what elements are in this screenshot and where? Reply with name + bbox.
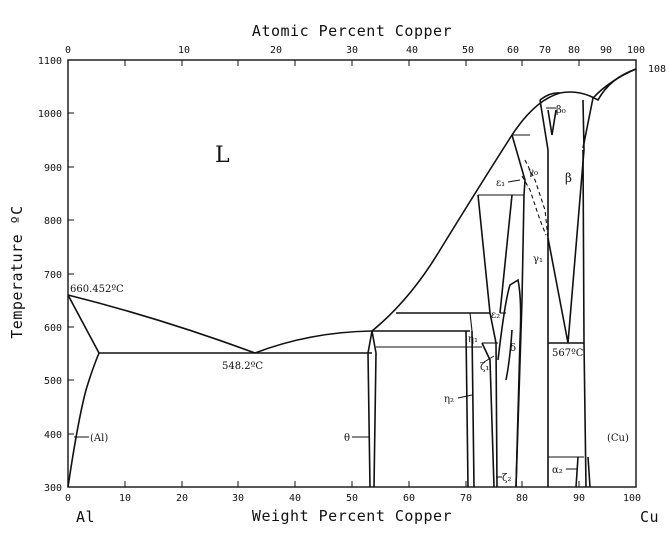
eta2-label: η₂	[444, 394, 454, 405]
alpha2-left	[575, 456, 579, 488]
gamma1-label: γ₁	[533, 254, 543, 265]
bottom-tick-label: 10	[119, 493, 131, 504]
top-tick-label: 80	[568, 45, 580, 56]
delta-inner	[505, 329, 513, 381]
bottom-tick-label: 30	[232, 493, 244, 504]
left-tick-labels: 300 400 500 600 700 800 900 1000 1100	[38, 56, 62, 494]
bottom-tick-label: 40	[289, 493, 301, 504]
bottom-tick-labels: 0 10 20 30 40 50 60 70 80 90 100	[65, 493, 641, 504]
top-axis-ticks	[67, 60, 637, 66]
gamma0-label: γ₀	[528, 167, 538, 178]
left-tick-label: 1000	[38, 109, 62, 120]
liquidus-al-side	[67, 294, 256, 354]
beta-top	[539, 92, 561, 101]
theta-left	[367, 352, 371, 488]
epsilon2-label: ε₂	[491, 310, 500, 321]
top-tick-label: 50	[462, 45, 474, 56]
left-tick-label: 1100	[38, 56, 62, 67]
bottom-tick-label: 0	[65, 493, 71, 504]
top-tick-label: 40	[406, 45, 418, 56]
left-tick-label: 900	[44, 163, 62, 174]
alpha2-right	[587, 456, 591, 488]
bottom-tick-label: 20	[176, 493, 188, 504]
gamma-dashed-2	[521, 175, 547, 236]
liquidus-theta-side	[254, 330, 373, 354]
bottom-tick-label: 90	[573, 493, 585, 504]
liquidus-main	[371, 92, 561, 332]
right-element-label: Cu	[640, 508, 659, 526]
left-axis-title: Temperature ºC	[8, 205, 26, 338]
top-tick-label: 30	[346, 45, 358, 56]
top-tick-label: 100	[627, 45, 645, 56]
phase-labels: L 660.452ºC 548.2ºC (Al) (Cu) θ η₂ η₁ ζ₁…	[70, 105, 629, 484]
right-edge-value: 108	[648, 64, 666, 75]
cu-solvus	[582, 149, 587, 488]
top-tick-label: 10	[178, 45, 190, 56]
alpha2-label: α₂	[552, 465, 563, 476]
al-melting-label: 660.452ºC	[70, 284, 124, 295]
bottom-axis-title: Weight Percent Copper	[252, 507, 452, 525]
gamma-dashed-1	[524, 159, 549, 239]
epsilon-left	[477, 194, 491, 314]
bottom-tick-label: 80	[516, 493, 528, 504]
epsilon1-label: ε₁	[496, 178, 505, 189]
phase-boundaries	[67, 68, 637, 488]
gamma0-left	[511, 134, 526, 196]
left-axis-ticks	[68, 59, 74, 488]
left-tick-label: 800	[44, 216, 62, 227]
eta-top	[469, 312, 473, 332]
bottom-tick-label: 60	[403, 493, 415, 504]
bottom-tick-label: 70	[460, 493, 472, 504]
al-solvus	[67, 352, 100, 488]
top-tick-label: 70	[539, 45, 551, 56]
bottom-axis-ticks	[67, 481, 637, 487]
theta-label: θ	[344, 433, 350, 444]
epsilon-right	[499, 194, 513, 314]
left-tick-label: 400	[44, 430, 62, 441]
al-phase-label: (Al)	[90, 433, 108, 444]
gamma-left	[515, 194, 525, 488]
label-arrows	[74, 107, 578, 478]
theta-top	[367, 330, 377, 354]
eta1-label: η₁	[468, 334, 478, 345]
zeta-left	[481, 342, 495, 488]
theta-right	[373, 352, 377, 488]
top-tick-label: 60	[507, 45, 519, 56]
zeta2-label: ζ₂	[502, 473, 511, 484]
top-tick-label: 20	[270, 45, 282, 56]
beta0-label: β₀	[556, 105, 566, 116]
top-tick-label: 0	[65, 45, 71, 56]
top-tick-labels: 0 10 20 30 40 50 60 70 80 90 100	[65, 45, 645, 56]
top-axis-title: Atomic Percent Copper	[252, 22, 452, 40]
eutectic-label: 548.2ºC	[222, 361, 263, 372]
top-tick-label: 90	[600, 45, 612, 56]
left-tick-label: 300	[44, 483, 62, 494]
liquid-label: L	[215, 143, 230, 168]
zeta1-label: ζ₁	[480, 362, 489, 373]
al-solidus	[67, 294, 100, 354]
bottom-tick-label: 50	[346, 493, 358, 504]
delta-label: δ	[510, 343, 516, 354]
left-tick-label: 600	[44, 323, 62, 334]
cu-phase-label: (Cu)	[607, 433, 629, 444]
left-element-label: Al	[76, 508, 95, 526]
eta-right	[471, 330, 475, 488]
beta-field	[539, 99, 585, 344]
left-tick-label: 700	[44, 270, 62, 281]
beta-label: β	[565, 171, 572, 185]
beta0-dip	[547, 109, 557, 136]
left-tick-label: 500	[44, 376, 62, 387]
bottom-tick-label: 100	[623, 493, 641, 504]
eutectoid-label: 567ºC	[552, 348, 584, 359]
eta-left	[465, 330, 469, 488]
solidus-cu	[582, 68, 637, 149]
